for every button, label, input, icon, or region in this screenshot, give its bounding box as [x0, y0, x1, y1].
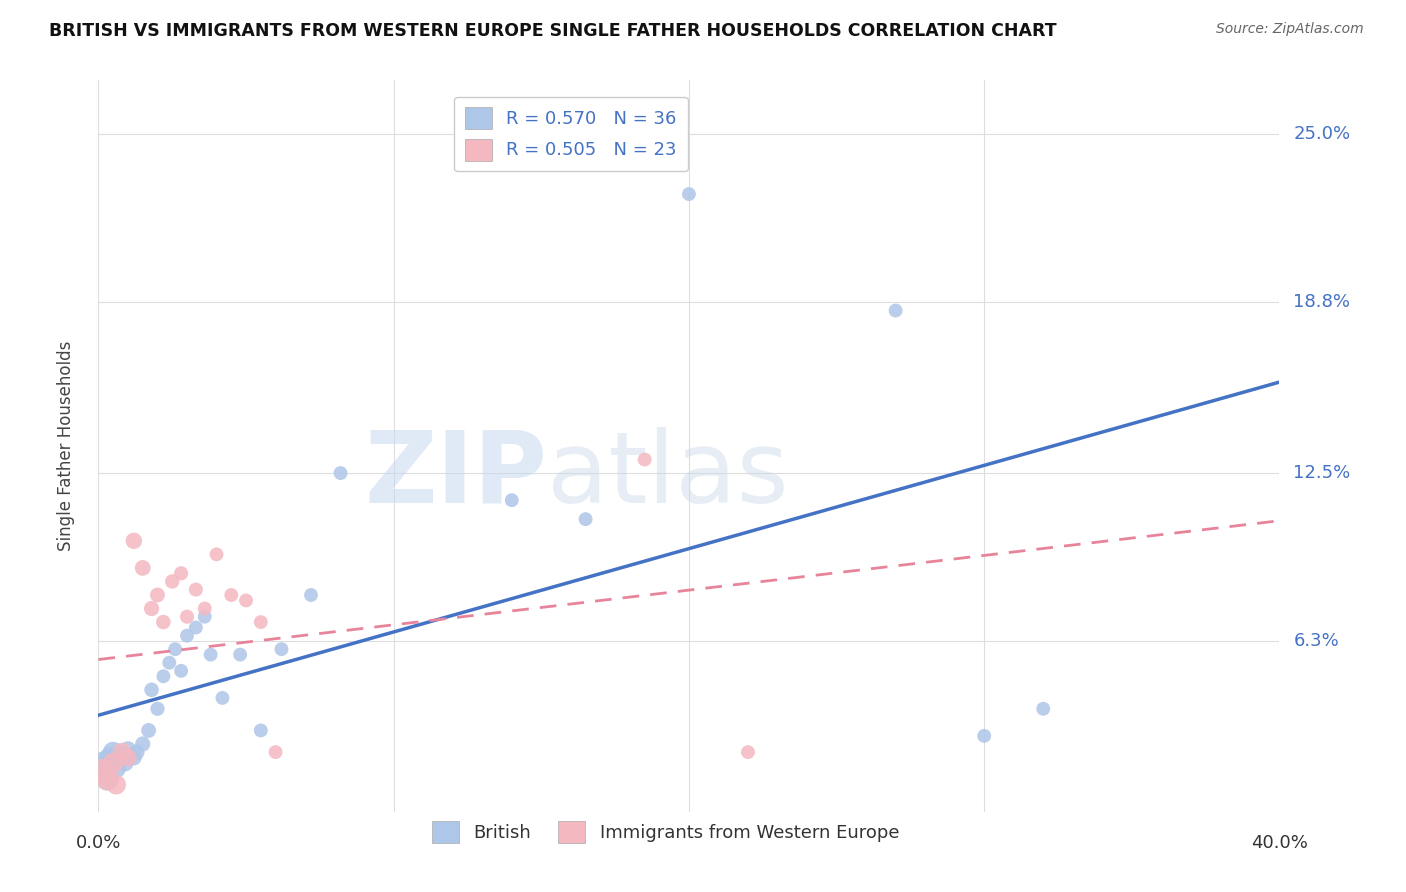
Point — [146, 702, 169, 716]
Point — [575, 512, 598, 526]
Text: 12.5%: 12.5% — [1294, 464, 1351, 482]
Point — [103, 756, 125, 770]
Point — [141, 601, 163, 615]
Point — [111, 747, 134, 762]
Y-axis label: Single Father Households: Single Father Households — [56, 341, 75, 551]
Point — [122, 533, 145, 548]
Point — [973, 729, 995, 743]
Point — [299, 588, 322, 602]
Text: 25.0%: 25.0% — [1294, 126, 1351, 144]
Point — [329, 466, 352, 480]
Point — [165, 642, 187, 657]
Point — [176, 609, 198, 624]
Point — [132, 561, 155, 575]
Point — [170, 664, 193, 678]
Point — [501, 493, 523, 508]
Point — [235, 593, 257, 607]
Point — [146, 588, 169, 602]
Point — [98, 750, 121, 764]
Point — [117, 742, 139, 756]
Point — [122, 750, 145, 764]
Point — [264, 745, 287, 759]
Point — [205, 547, 228, 561]
Text: atlas: atlas — [547, 426, 789, 524]
Point — [184, 582, 207, 597]
Point — [194, 601, 217, 615]
Point — [157, 656, 180, 670]
Point — [141, 682, 163, 697]
Point — [90, 764, 112, 778]
Point — [229, 648, 252, 662]
Point — [152, 615, 174, 629]
Point — [1032, 702, 1054, 716]
Text: ZIP: ZIP — [364, 426, 547, 524]
Point — [103, 745, 125, 759]
Point — [93, 756, 115, 770]
Point — [114, 756, 136, 770]
Point — [184, 620, 207, 634]
Point — [152, 669, 174, 683]
Point — [634, 452, 657, 467]
Point — [105, 761, 128, 775]
Text: BRITISH VS IMMIGRANTS FROM WESTERN EUROPE SINGLE FATHER HOUSEHOLDS CORRELATION C: BRITISH VS IMMIGRANTS FROM WESTERN EUROP… — [49, 22, 1057, 40]
Point — [737, 745, 759, 759]
Point — [96, 772, 118, 787]
Point — [170, 566, 193, 581]
Point — [270, 642, 292, 657]
Point — [117, 750, 139, 764]
Point — [221, 588, 243, 602]
Point — [194, 609, 217, 624]
Point — [108, 753, 131, 767]
Point — [132, 737, 155, 751]
Point — [884, 303, 907, 318]
Point — [105, 778, 128, 792]
Point — [200, 648, 222, 662]
Text: 0.0%: 0.0% — [76, 834, 121, 852]
Point — [125, 745, 148, 759]
Point — [678, 187, 700, 202]
Point — [250, 615, 273, 629]
Text: Source: ZipAtlas.com: Source: ZipAtlas.com — [1216, 22, 1364, 37]
Text: 40.0%: 40.0% — [1251, 834, 1308, 852]
Point — [250, 723, 273, 738]
Point — [111, 745, 134, 759]
Point — [211, 690, 233, 705]
Point — [138, 723, 160, 738]
Point — [90, 764, 112, 778]
Text: 6.3%: 6.3% — [1294, 632, 1339, 650]
Text: 18.8%: 18.8% — [1294, 293, 1350, 311]
Point — [162, 574, 183, 589]
Point — [176, 629, 198, 643]
Legend: British, Immigrants from Western Europe: British, Immigrants from Western Europe — [425, 814, 907, 850]
Point — [96, 772, 118, 787]
